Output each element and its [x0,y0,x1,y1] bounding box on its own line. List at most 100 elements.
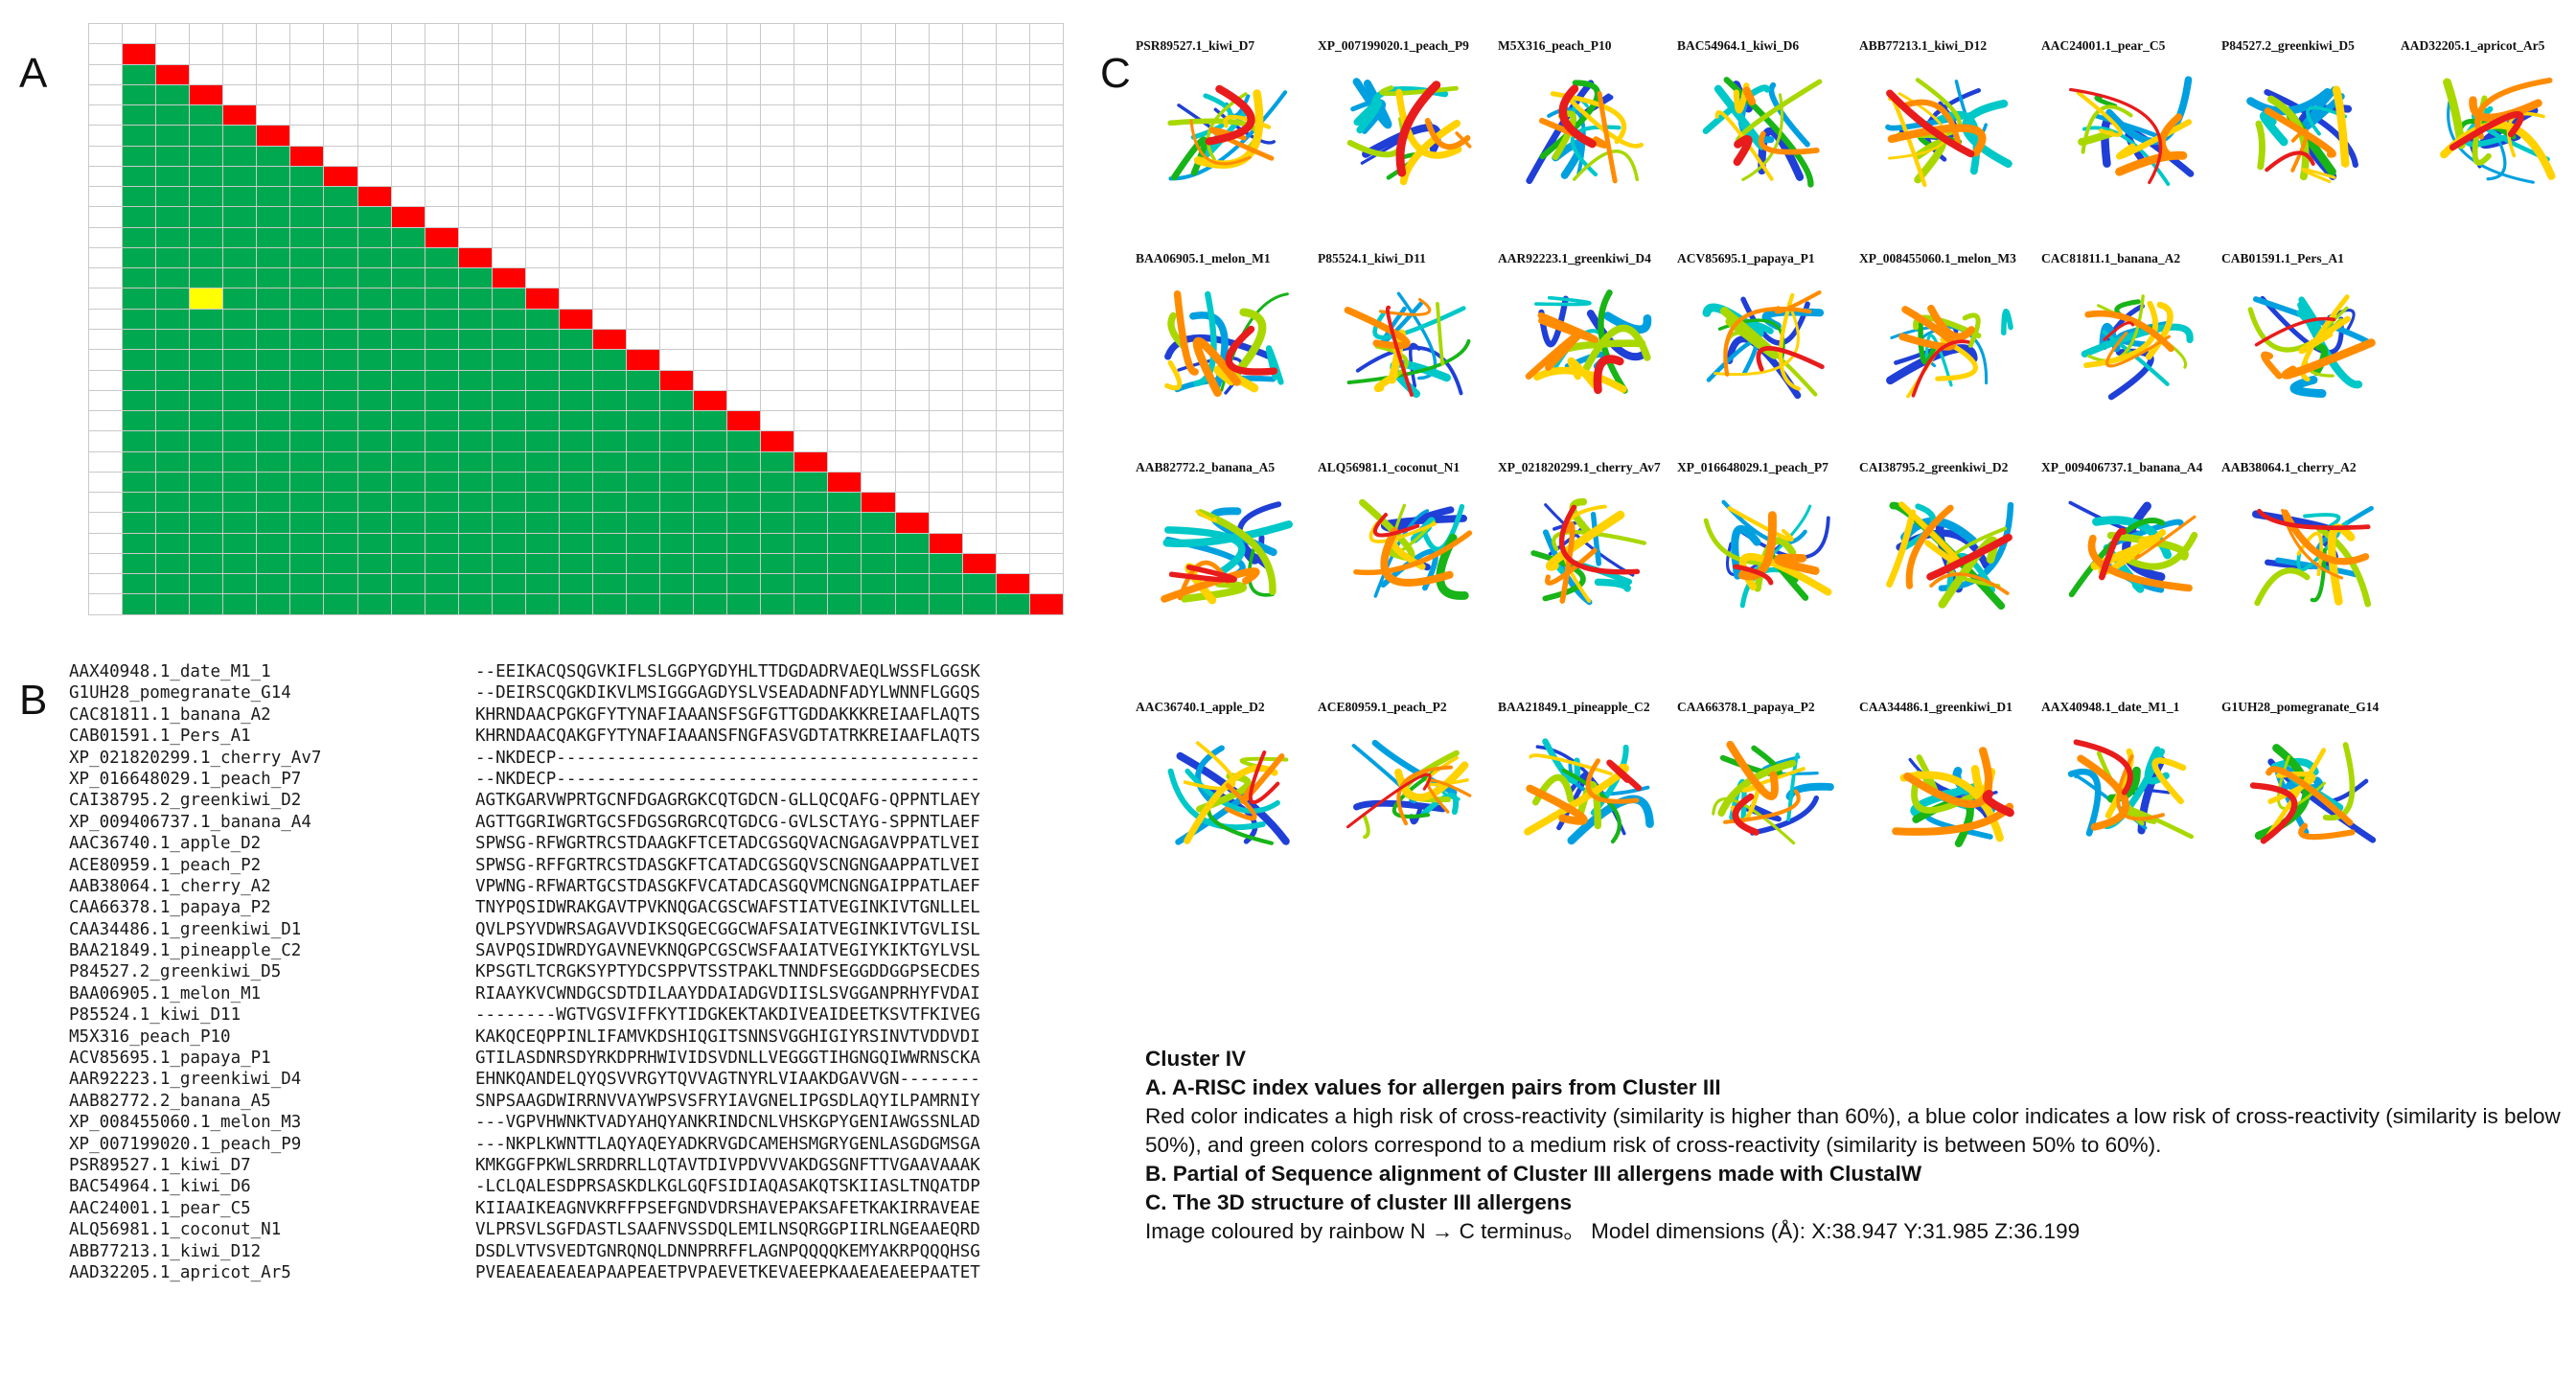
matrix-cell-medium [155,267,191,289]
matrix-cell-medium [289,512,325,534]
matrix-cell-empty [995,83,1030,106]
matrix-cell-medium [794,512,829,534]
matrix-cell-medium [222,410,258,432]
alignment-sequence: AGTTGGRIWGRTGCSFDGSGRGRCQTGDCG-GVLSCTAYG… [475,812,980,832]
matrix-cell-empty [794,83,829,106]
matrix-cell-empty [659,186,695,208]
matrix-cell-empty [726,267,762,289]
alignment-seq-name: BAC54964.1_kiwi_D6 [69,1177,251,1197]
matrix-cell-medium [726,593,762,615]
matrix-cell-medium [827,532,862,554]
matrix-cell-empty [995,206,1030,228]
matrix-cell-medium [356,226,392,248]
matrix-cell-empty [961,145,997,167]
matrix-cell-empty [1028,226,1065,248]
structure-grid: PSR89527.1_kiwi_D7 XP_007199020.1_peach_P… [1136,38,2573,901]
matrix-cell-medium [524,349,560,371]
matrix-cell-high [760,430,795,452]
protein-ribbon-image [1344,291,1471,399]
alignment-sequence: --NKDECP--------------------------------… [475,748,980,768]
matrix-cell-medium [524,552,560,575]
matrix-cell-empty [827,430,862,452]
matrix-cell-empty [760,125,795,147]
matrix-cell-empty [1028,492,1065,514]
matrix-cell-medium [256,165,291,188]
matrix-cell-medium [390,430,426,452]
matrix-cell-medium [491,430,526,452]
matrix-cell-empty [760,267,795,289]
matrix-cell-empty [760,349,795,371]
matrix-row-label [87,471,124,494]
matrix-cell-empty [894,471,930,494]
matrix-cell-empty [323,83,358,106]
matrix-col-header [289,22,325,45]
alignment-seq-name: XP_007199020.1_peach_P9 [69,1134,302,1154]
protein-ribbon-image [1167,84,1288,181]
matrix-cell-medium [457,573,493,595]
matrix-cell-empty [827,186,862,208]
matrix-cell-empty [995,552,1030,575]
matrix-row [87,389,1065,412]
matrix-cell-medium [356,492,392,514]
matrix-cell-medium [591,471,628,494]
matrix-cell-medium [256,246,291,269]
matrix-cell-empty [726,308,762,330]
matrix-cell-medium [222,186,258,208]
matrix-cell-medium [323,246,358,269]
matrix-cell-medium [289,165,325,188]
matrix-cell-medium [222,206,258,228]
alignment-row: AAB82772.2_banana_A5 SNPSAAGDWIRRNVVAYWPS… [69,1091,1123,1112]
matrix-cell-empty [928,226,963,248]
matrix-cell-empty [995,165,1030,188]
structure-label: ACV85695.1_papaya_P1 [1677,251,1815,265]
matrix-cell-empty [189,63,224,85]
matrix-cell-empty [961,308,997,330]
matrix-cell-medium [356,328,392,351]
matrix-cell-medium [256,410,291,432]
matrix-cell-empty [524,104,560,127]
matrix-cell-empty [424,145,459,167]
matrix-row-label [87,349,124,371]
matrix-cell-medium [390,288,426,310]
matrix-cell-empty [894,125,930,147]
matrix-cell-medium [928,593,963,615]
matrix-cell-medium [424,349,459,371]
matrix-cell-medium [491,450,526,473]
matrix-cell-empty [457,165,493,188]
matrix-cell-medium [356,206,392,228]
matrix-cell-medium [760,512,795,534]
matrix-cell-medium [491,410,526,432]
protein-ribbon-image [1702,290,1825,400]
matrix-cell-medium [122,328,157,351]
matrix-cell-empty [995,63,1030,85]
matrix-cell-medium [122,186,157,208]
protein-ribbon-image [1526,80,1644,184]
matrix-cell-medium [524,492,560,514]
alignment-row: CAI38795.2_greenkiwi_D2 AGTKGARVWPRTGCNFD… [69,790,1123,811]
matrix-cell-medium [189,246,224,269]
matrix-cell-medium [256,288,291,310]
structure-label: ACE80959.1_peach_P2 [1318,700,1447,714]
matrix-cell-empty [995,492,1030,514]
matrix-cell-medium [390,471,426,494]
matrix-cell-medium [323,369,358,391]
alignment-row: ACE80959.1_peach_P2 SPWSG-RFFGRTRCSTDASGK… [69,855,1123,876]
matrix-cell-medium [122,430,157,452]
matrix-cell-medium [625,471,661,494]
matrix-cell-high [289,145,325,167]
matrix-row-label [87,430,124,452]
alignment-row: XP_021820299.1_cherry_Av7 --NKDECP-------… [69,748,1123,769]
matrix-cell-empty [659,165,695,188]
matrix-cell-medium [491,512,526,534]
alignment-row: CAA34486.1_greenkiwi_D1 QVLPSYVDWRSAGAVVD… [69,919,1123,940]
matrix-cell-medium [424,288,459,310]
structure-label: CAB01591.1_Pers_A1 [2221,251,2344,265]
matrix-cell-empty [222,43,258,65]
matrix-cell-empty [894,145,930,167]
matrix-cell-empty [625,288,661,310]
matrix-cell-medium [122,593,157,615]
matrix-cell-medium [861,532,896,554]
alignment-seq-name: XP_009406737.1_banana_A4 [69,812,311,832]
matrix-row [87,165,1065,188]
matrix-cell-medium [457,288,493,310]
